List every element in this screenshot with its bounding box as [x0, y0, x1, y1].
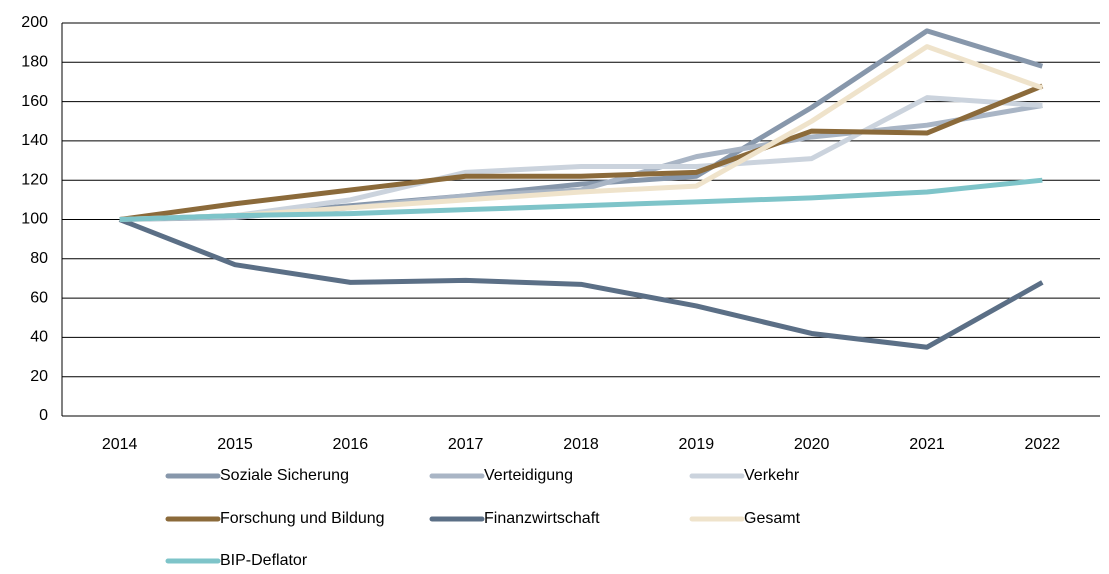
y-tick-label: 180	[21, 54, 48, 71]
y-tick-label: 200	[21, 14, 48, 31]
y-tick-label: 20	[30, 368, 48, 385]
y-tick-label: 80	[30, 250, 48, 267]
y-tick-label: 40	[30, 329, 48, 346]
y-tick-label: 120	[21, 171, 48, 188]
series-line	[119, 83, 1044, 222]
x-tick-label: 2016	[333, 436, 369, 453]
x-tick-label: 2021	[909, 436, 945, 453]
legend-label: Verkehr	[744, 467, 800, 484]
y-tick-label: 0	[39, 407, 48, 424]
legend-label: Gesamt	[744, 510, 801, 527]
series-line	[118, 217, 1044, 350]
x-tick-label: 2017	[448, 436, 484, 453]
legend-label: Forschung und Bildung	[220, 510, 385, 527]
series-line	[119, 177, 1043, 222]
x-tick-label: 2020	[794, 436, 830, 453]
x-tick-label: 2014	[102, 436, 138, 453]
x-tick-label: 2018	[563, 436, 599, 453]
series-line	[119, 95, 1043, 222]
legend-label: BIP-Deflator	[220, 552, 308, 569]
y-tick-label: 60	[30, 289, 48, 306]
y-tick-label: 100	[21, 211, 48, 228]
x-tick-label: 2015	[217, 436, 253, 453]
legend-label: Soziale Sicherung	[220, 467, 349, 484]
y-tick-label: 160	[21, 93, 48, 110]
legend-label: Finanzwirtschaft	[484, 510, 600, 527]
legend-label: Verteidigung	[484, 467, 573, 484]
x-tick-label: 2022	[1025, 436, 1061, 453]
y-tick-label: 140	[21, 132, 48, 149]
x-tick-label: 2019	[679, 436, 715, 453]
